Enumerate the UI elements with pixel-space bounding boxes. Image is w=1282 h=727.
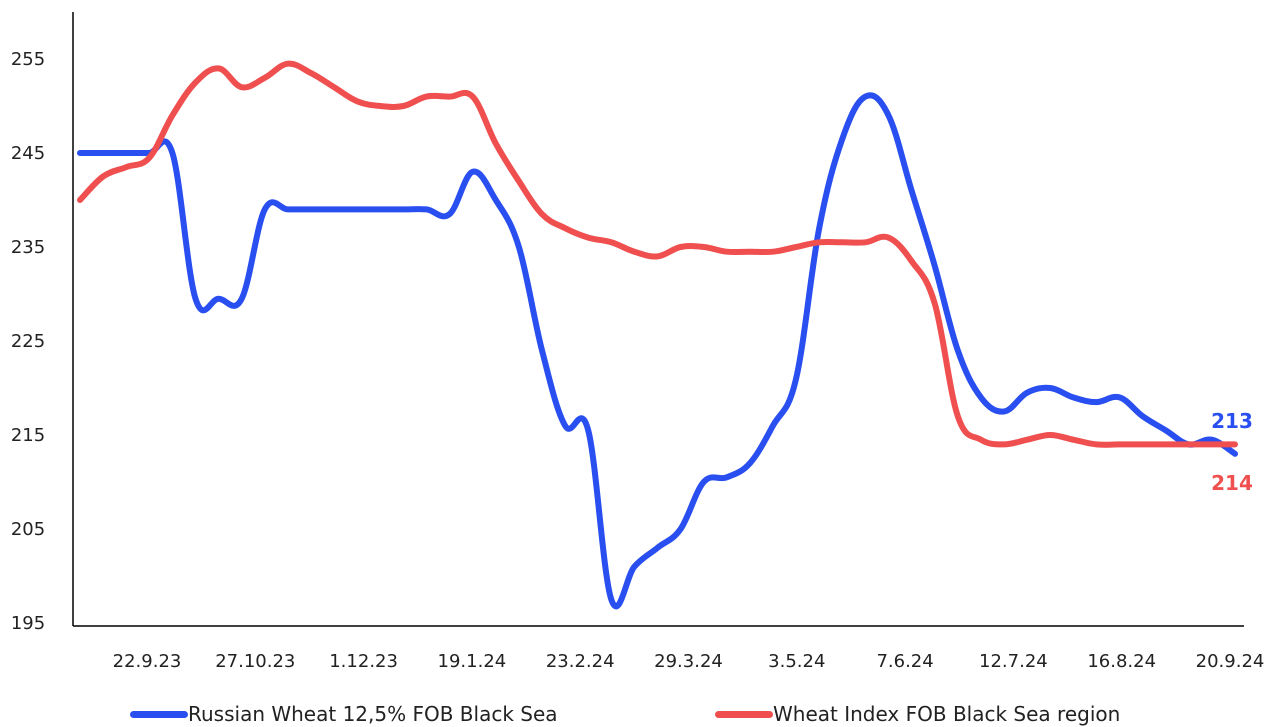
legend: Russian Wheat 12,5% FOB Black Sea Wheat … xyxy=(0,698,1282,727)
x-tick-label: 7.6.24 xyxy=(876,651,933,672)
y-tick-label: 235 xyxy=(11,237,45,258)
line-chart: 195 205 215 225 235 245 255 22.9.23 27.10.23 1.1… xyxy=(11,12,1265,672)
x-tick-label: 1.12.23 xyxy=(329,651,398,672)
series-line-wheat-index xyxy=(77,60,1238,448)
y-tick-label: 225 xyxy=(11,331,45,352)
end-labels: 213 214 xyxy=(1211,409,1253,495)
y-tick-label: 245 xyxy=(11,143,45,164)
x-tick-label: 16.8.24 xyxy=(1087,651,1156,672)
x-tick-label: 27.10.23 xyxy=(215,651,295,672)
end-label-wheat-index: 214 xyxy=(1211,471,1253,495)
end-label-russian-wheat: 213 xyxy=(1211,409,1253,433)
series-line-russian-wheat xyxy=(77,92,1238,610)
legend-swatch-russian-wheat xyxy=(130,710,188,718)
legend-item-wheat-index: Wheat Index FOB Black Sea region xyxy=(715,702,1120,726)
y-tick-label: 255 xyxy=(11,49,45,70)
x-tick-label: 19.1.24 xyxy=(438,651,507,672)
x-tick-label: 22.9.23 xyxy=(113,651,182,672)
x-tick-labels: 22.9.23 27.10.23 1.12.23 19.1.24 23.2.24 29.3… xyxy=(113,651,1265,672)
legend-swatch-wheat-index xyxy=(715,710,773,718)
y-tick-label: 205 xyxy=(11,519,45,540)
legend-item-russian-wheat: Russian Wheat 12,5% FOB Black Sea xyxy=(130,702,558,726)
x-tick-label: 23.2.24 xyxy=(546,651,615,672)
y-tick-label: 215 xyxy=(11,425,45,446)
legend-label-russian-wheat: Russian Wheat 12,5% FOB Black Sea xyxy=(188,702,558,726)
legend-label-wheat-index: Wheat Index FOB Black Sea region xyxy=(773,702,1121,726)
y-tick-labels: 195 205 215 225 235 245 255 xyxy=(11,49,45,634)
y-tick-label: 195 xyxy=(11,613,45,634)
x-tick-label: 29.3.24 xyxy=(654,651,723,672)
x-tick-label: 12.7.24 xyxy=(979,651,1048,672)
x-tick-label: 3.5.24 xyxy=(768,651,825,672)
series-lines xyxy=(77,60,1238,610)
x-tick-label: 20.9.24 xyxy=(1196,651,1265,672)
